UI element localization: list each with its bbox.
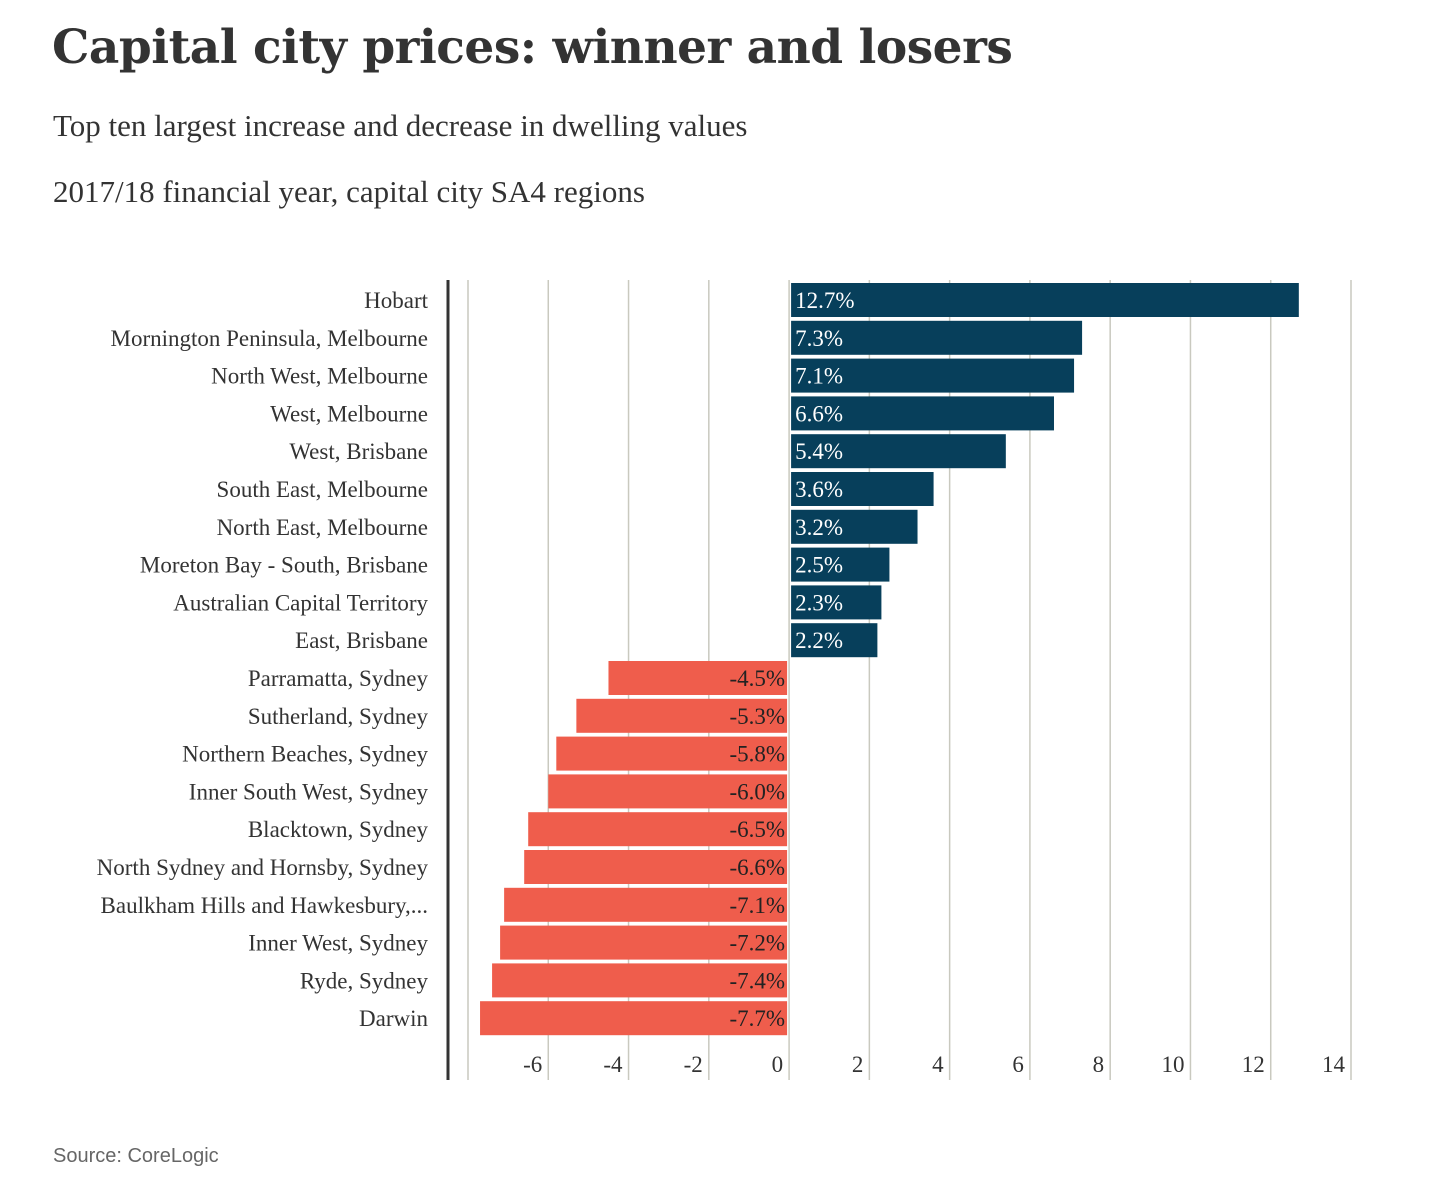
category-label: Baulkham Hills and Hawkesbury,... xyxy=(101,893,428,918)
data-label: 2.5% xyxy=(795,553,843,578)
category-label: Ryde, Sydney xyxy=(300,968,429,993)
data-label: 12.7% xyxy=(795,288,854,313)
category-label: North Sydney and Hornsby, Sydney xyxy=(97,855,429,880)
chart-subtitle-period: 2017/18 financial year, capital city SA4… xyxy=(53,174,645,209)
data-label: -6.6% xyxy=(730,855,786,880)
category-label: Parramatta, Sydney xyxy=(248,666,429,691)
data-label: 7.1% xyxy=(795,364,843,389)
bar xyxy=(556,736,788,771)
bar xyxy=(791,585,882,620)
category-label: Mornington Peninsula, Melbourne xyxy=(111,326,429,351)
category-label: Inner West, Sydney xyxy=(248,931,428,956)
data-labels: 12.7% 7.3% 7.1% 6.6% 5.4% 3.6% 3.2% 2.5% 2.3% 2.2… xyxy=(730,288,855,1031)
x-tick-label: 6 xyxy=(1012,1052,1024,1077)
data-label: -6.5% xyxy=(730,817,786,842)
bar xyxy=(492,963,788,998)
bar xyxy=(608,661,788,695)
x-tick-label: 0 xyxy=(772,1052,784,1077)
chart-title: Capital city prices: winner and losers xyxy=(52,20,1013,75)
category-label: Inner South West, Sydney xyxy=(189,779,429,804)
bar xyxy=(576,698,788,733)
bars xyxy=(480,283,1299,1036)
data-label: 5.4% xyxy=(795,439,843,464)
x-tick-label: -6 xyxy=(523,1052,542,1077)
data-label: -5.8% xyxy=(730,742,786,767)
bar xyxy=(791,547,890,582)
source-note: Source: CoreLogic xyxy=(53,1145,219,1167)
x-tick-label: 8 xyxy=(1093,1052,1105,1077)
data-label: -5.3% xyxy=(730,704,786,729)
data-label: 3.6% xyxy=(795,477,843,502)
data-label: -4.5% xyxy=(730,666,786,691)
bar xyxy=(548,774,788,809)
bar xyxy=(504,887,788,922)
data-label: -7.4% xyxy=(730,968,786,993)
category-label: Hobart xyxy=(364,288,428,313)
data-label: 2.2% xyxy=(795,628,843,653)
bar xyxy=(791,320,1083,355)
bar xyxy=(480,1001,788,1036)
category-label: West, Melbourne xyxy=(270,401,428,426)
x-tick-label: 10 xyxy=(1161,1052,1184,1077)
data-label: -7.7% xyxy=(730,1006,786,1031)
bar xyxy=(524,850,788,884)
category-label: Northern Beaches, Sydney xyxy=(182,742,428,767)
data-label: 6.6% xyxy=(795,401,843,426)
bar xyxy=(791,396,1054,431)
data-label: -7.2% xyxy=(730,931,786,956)
chart-subtitle: Top ten largest increase and decrease in… xyxy=(53,108,748,143)
category-labels: Hobart Mornington Peninsula, Melbourne Nor… xyxy=(97,288,429,1031)
x-tick-label: 2 xyxy=(852,1052,864,1077)
data-label: 7.3% xyxy=(795,326,843,351)
category-label: Moreton Bay - South, Brisbane xyxy=(140,553,428,578)
category-label: West, Brisbane xyxy=(289,439,428,464)
bar xyxy=(528,812,788,847)
x-tick-label: -2 xyxy=(684,1052,703,1077)
category-label: Blacktown, Sydney xyxy=(248,817,429,842)
bar xyxy=(791,283,1299,317)
x-tick-label: -4 xyxy=(603,1052,623,1077)
bar xyxy=(791,509,918,544)
category-label: North East, Melbourne xyxy=(217,515,428,540)
bar xyxy=(791,434,1006,469)
x-tick-label: 12 xyxy=(1242,1052,1265,1077)
category-label: Sutherland, Sydney xyxy=(248,704,429,729)
bar xyxy=(791,358,1075,393)
bar xyxy=(500,925,788,960)
category-label: East, Brisbane xyxy=(295,628,428,653)
category-label: South East, Melbourne xyxy=(217,477,428,502)
x-tick-labels: -6 -4 -2 0 2 4 6 8 10 12 14 xyxy=(523,1052,1345,1077)
x-tick-label: 14 xyxy=(1322,1052,1346,1077)
x-tick-label: 4 xyxy=(932,1052,944,1077)
category-label: North West, Melbourne xyxy=(211,364,428,389)
data-label: -6.0% xyxy=(730,779,786,804)
category-label: Australian Capital Territory xyxy=(173,590,428,615)
category-label: Darwin xyxy=(359,1006,428,1031)
bar xyxy=(791,472,934,506)
data-label: 3.2% xyxy=(795,515,843,540)
data-label: 2.3% xyxy=(795,590,843,615)
data-label: -7.1% xyxy=(730,893,786,918)
bar xyxy=(791,623,878,658)
